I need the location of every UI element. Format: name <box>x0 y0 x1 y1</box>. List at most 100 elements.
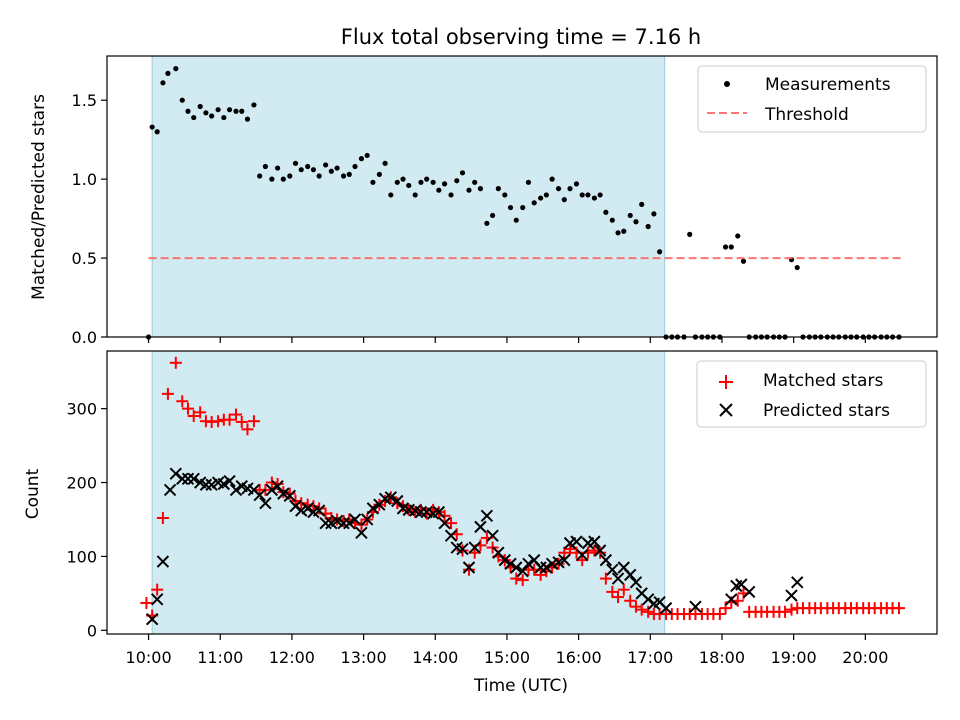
measurement-point <box>549 176 555 182</box>
bottom-y-axis: 0 100 200 300 <box>66 400 107 640</box>
matched-star-point <box>176 395 189 408</box>
measurement-point <box>400 176 406 182</box>
predicted-star-point <box>456 542 469 556</box>
top-y-axis-label: Matched/Predicted stars <box>29 94 49 300</box>
measurement-point <box>543 192 549 198</box>
matched-star-point <box>151 583 164 596</box>
predicted-star-point <box>391 494 404 508</box>
bottom-axes-frame <box>106 350 938 635</box>
measurement-point <box>495 186 501 192</box>
predicted-star-point <box>522 557 535 571</box>
matched-star-point <box>194 406 207 419</box>
predicted-star-point <box>725 593 738 606</box>
predicted-star-point <box>743 585 756 599</box>
predicted-star-point <box>606 563 619 576</box>
measurement-point <box>173 66 179 72</box>
measurement-point <box>573 181 580 187</box>
predicted-star-point <box>593 544 607 557</box>
measurement-point <box>657 249 663 255</box>
measurement-point <box>292 160 299 166</box>
measurement-point <box>412 192 418 198</box>
measurement-point <box>687 231 693 237</box>
predicted-star-point <box>145 613 159 626</box>
legend-predicted-label: Predicted stars <box>763 401 890 421</box>
measurement-point <box>633 219 639 225</box>
measurement-point <box>591 195 597 201</box>
predicted-star-point <box>253 488 266 502</box>
matched-star-point <box>564 543 577 556</box>
predicted-star-point <box>414 505 428 519</box>
measurement-point <box>735 233 741 239</box>
measurement-point <box>406 182 412 189</box>
measurement-point <box>287 173 293 179</box>
measurement-point <box>418 179 424 185</box>
predicted-star-point <box>150 593 164 606</box>
predicted-star-point <box>181 472 195 486</box>
chart-title: Flux total observing time = 7.16 h <box>341 25 701 49</box>
measurement-point <box>251 102 257 108</box>
measurement-point <box>585 192 591 198</box>
legend-matched-label: Matched stars <box>763 371 883 391</box>
measurement-point <box>305 163 311 170</box>
predicted-star-point <box>624 568 637 582</box>
measurement-point <box>722 244 729 250</box>
measurement-point <box>472 179 478 185</box>
measurement-point <box>627 212 633 219</box>
predicted-star-point <box>438 516 451 530</box>
measurement-point <box>531 200 537 206</box>
predicted-star-point <box>271 480 284 493</box>
predicted-star-point <box>534 561 547 574</box>
matched-star-point <box>594 546 607 559</box>
predicted-star-point <box>629 576 643 589</box>
measurement-point <box>597 192 603 198</box>
bottom-observing-span <box>151 350 666 635</box>
matched-star-point <box>642 605 655 618</box>
x-tick-label: 11:00 <box>197 648 243 667</box>
measurement-point <box>154 129 160 135</box>
measurement-point <box>352 163 358 170</box>
legend-threshold-label: Threshold <box>764 105 849 125</box>
measurement-point <box>160 80 166 86</box>
measurement-point <box>334 165 340 171</box>
measurement-point <box>323 162 329 168</box>
measurement-point <box>424 176 430 182</box>
predicted-star-point <box>319 516 332 530</box>
measurement-point <box>477 186 484 192</box>
x-tick-label: 13:00 <box>341 648 387 667</box>
measurement-point <box>358 156 365 162</box>
top-axes-frame <box>106 55 938 338</box>
matched-star-point <box>612 591 625 604</box>
legend-measurements-marker <box>724 81 730 87</box>
measurement-point <box>513 217 519 223</box>
y-tick-label: 100 <box>66 547 97 566</box>
measurement-point <box>262 163 269 170</box>
predicted-star-point <box>229 483 243 497</box>
x-tick-label: 16:00 <box>556 648 602 667</box>
matched-star-point <box>187 410 200 423</box>
predicted-star-point <box>599 553 613 567</box>
measurement-point <box>448 192 454 198</box>
measurement-point <box>436 187 442 193</box>
x-tick-label: 10:00 <box>126 648 172 667</box>
measurement-point <box>621 228 627 234</box>
predicted-star-point <box>791 576 804 589</box>
predicted-star-point <box>432 505 446 519</box>
matched-star-point <box>617 583 630 596</box>
y-tick-label: 0.0 <box>72 328 97 347</box>
matched-star-point <box>235 415 248 428</box>
measurement-point <box>226 107 233 113</box>
measurement-point <box>466 187 472 193</box>
matched-star-point <box>713 608 726 621</box>
measurement-point <box>364 152 370 159</box>
matched-star-point <box>313 502 326 515</box>
matched-star-point <box>624 594 637 607</box>
measurement-point <box>149 124 155 130</box>
top-observing-span <box>151 55 666 338</box>
predicted-star-point <box>259 497 272 510</box>
matched-star-point <box>140 596 153 609</box>
predicted-star-point <box>510 561 523 574</box>
measurement-point <box>538 195 544 201</box>
predicted-star-point <box>348 513 362 526</box>
measurement-point <box>740 258 747 264</box>
x-axis-label: Time (UTC) <box>473 676 568 696</box>
